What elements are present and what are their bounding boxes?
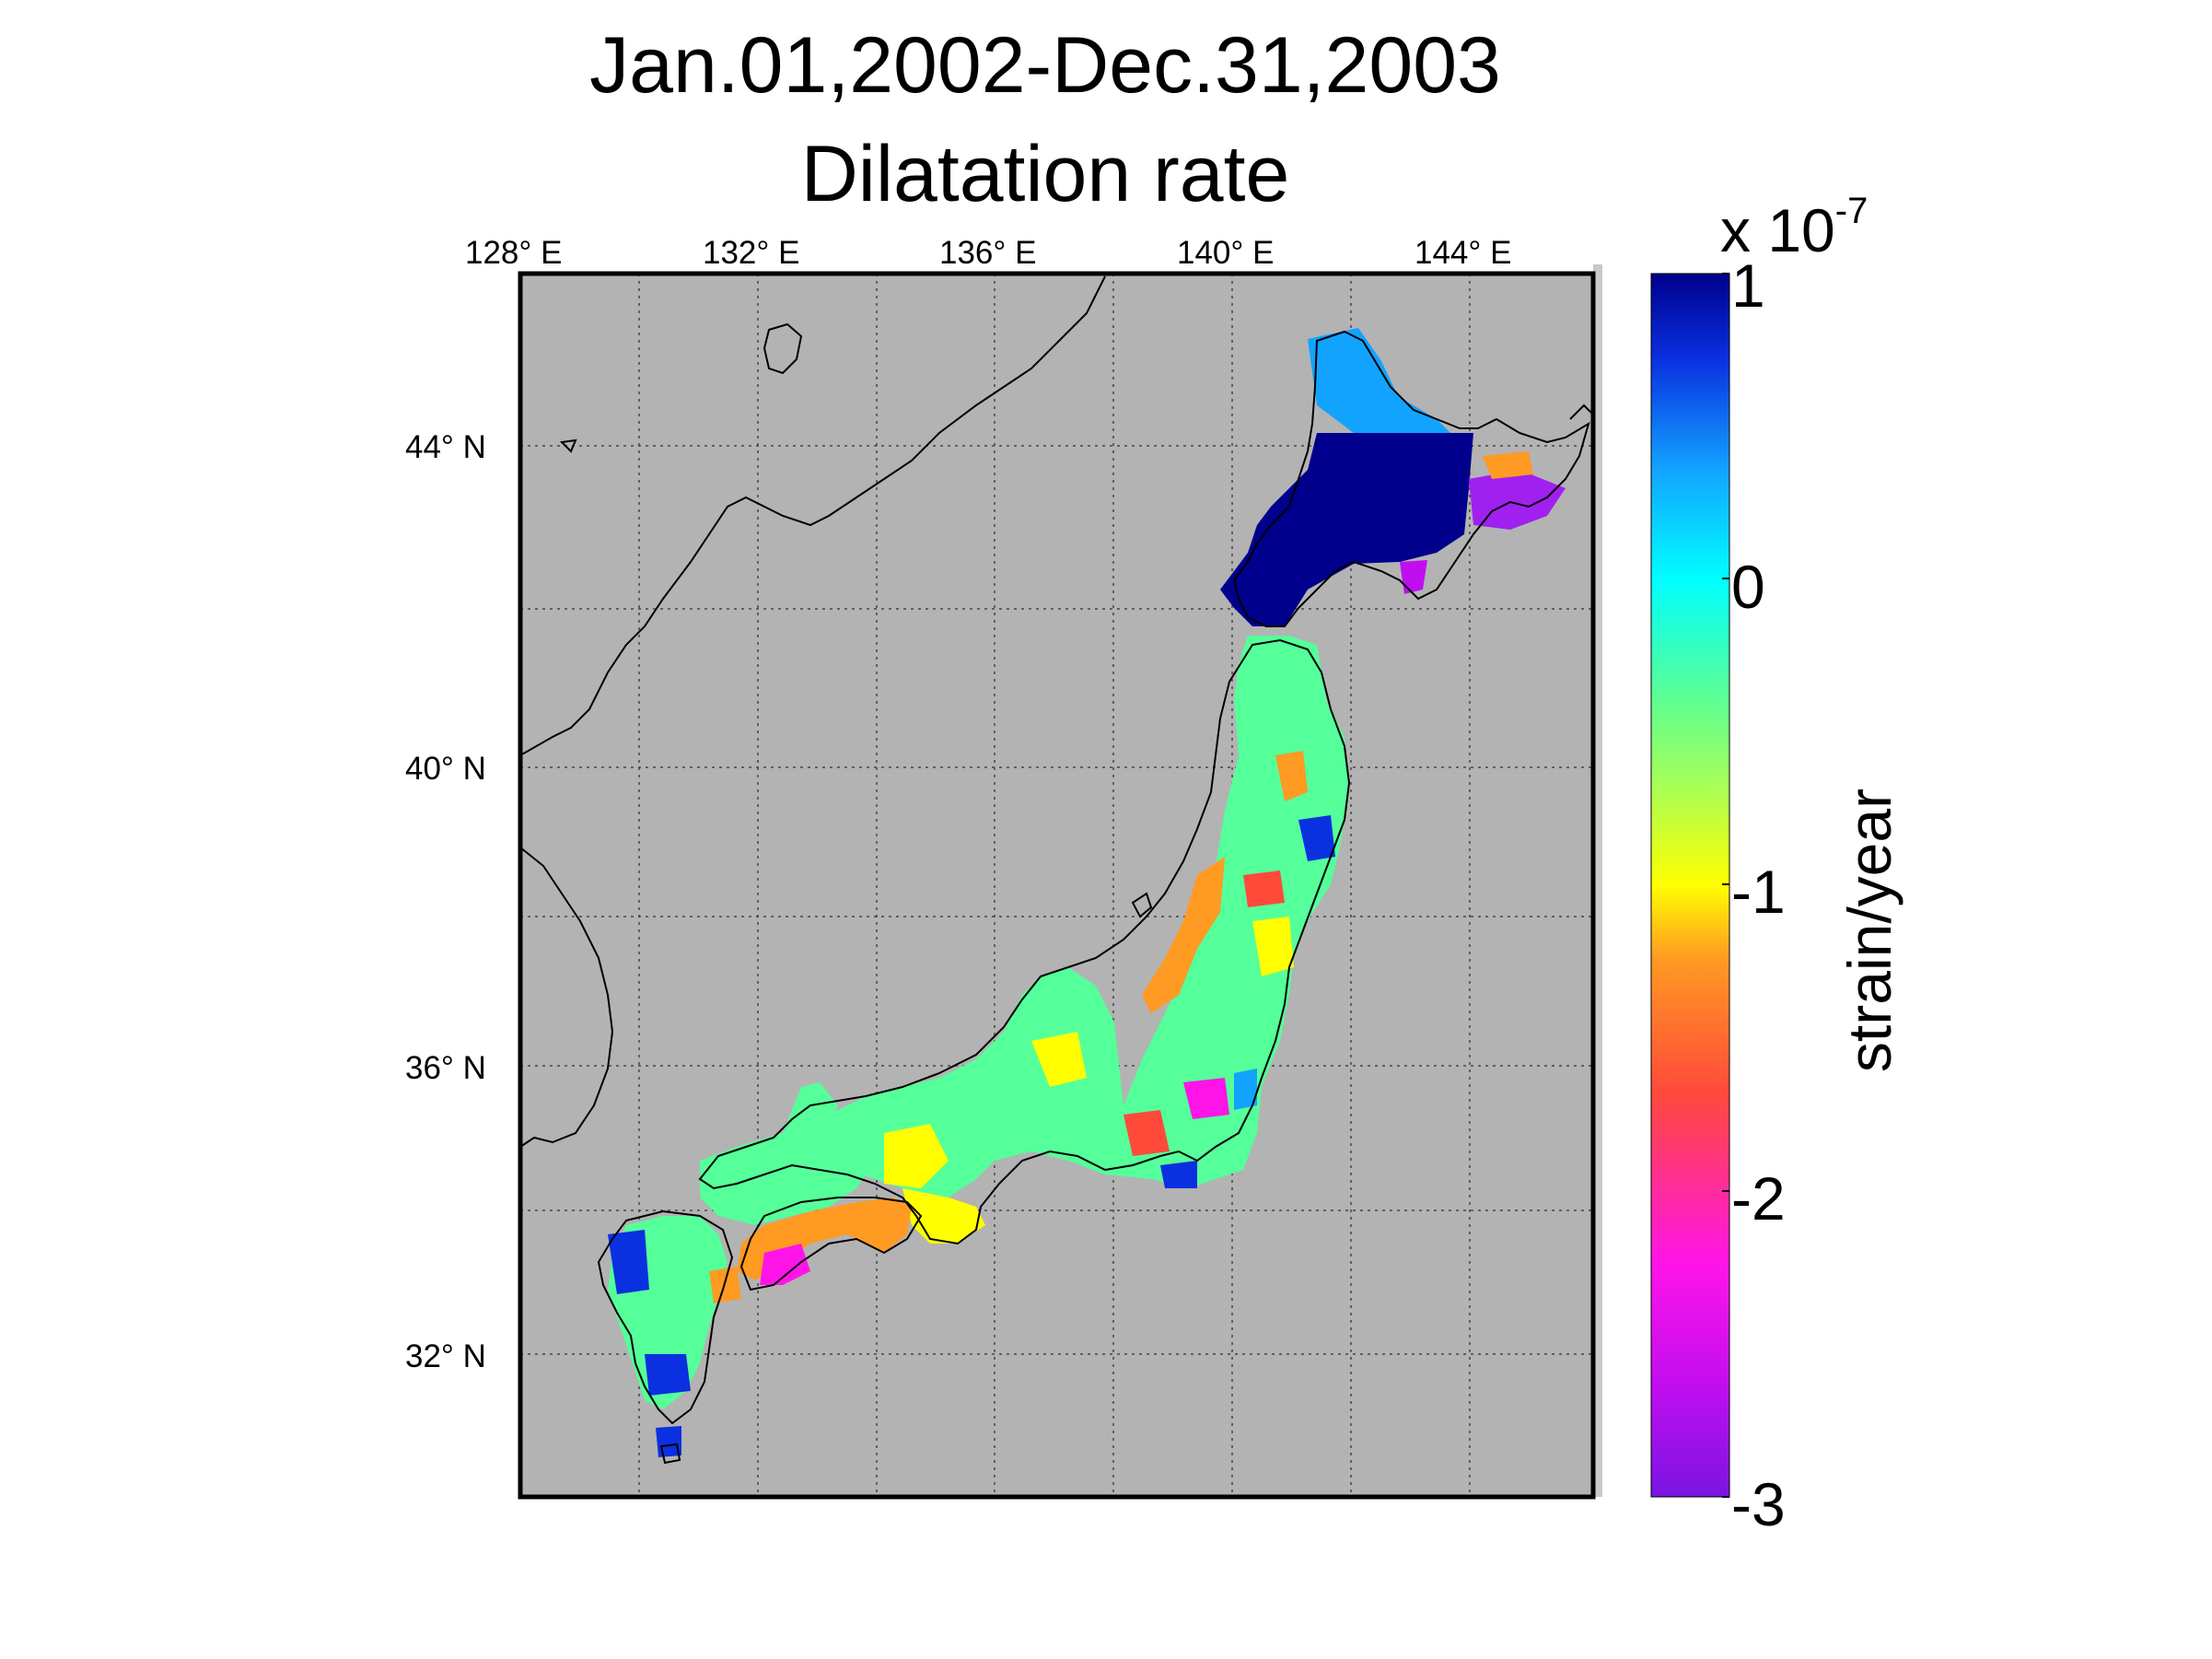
lat-label-44: 44° N [405, 429, 486, 465]
colorbar-tick-minus-2: -2 [1731, 1164, 1786, 1233]
lat-label-32: 32° N [405, 1338, 486, 1374]
coastlines [520, 275, 1593, 1465]
field-hokkaido-south [1400, 560, 1427, 594]
strain-field [608, 328, 1566, 1457]
field-kii [902, 1188, 985, 1244]
field-kyushu-orange [709, 1267, 741, 1303]
map-border [518, 271, 1596, 1500]
coast-hokkaido [1232, 330, 1590, 627]
field-hokkaido-east [1469, 470, 1566, 530]
coast-island-north [763, 322, 803, 375]
field-tohoku-west-orange [1142, 857, 1225, 1013]
lon-label-136: 136° E [939, 235, 1037, 271]
field-shikoku-magenta [760, 1244, 810, 1285]
field-kyushu-west-blue [608, 1230, 649, 1294]
field-tohoku-orange-patch [1275, 751, 1308, 801]
title-line-1: Jan.01,2002-Dec.31,2003 [589, 21, 1501, 110]
field-kanto-lightblue [1234, 1069, 1257, 1110]
field-hokkaido-east-top [1483, 451, 1533, 479]
field-tohoku-blue [1298, 815, 1335, 861]
colorbar-tick-minus-3: -3 [1731, 1470, 1786, 1538]
colorbar-tick-1: 1 [1731, 251, 1765, 320]
coast-yakushima [659, 1443, 681, 1465]
field-chugoku [700, 1082, 875, 1225]
coast-kyushu [597, 1209, 734, 1425]
coast-sakhalin-tip [1569, 403, 1593, 420]
colorbar-multiplier: x 10-7 [1720, 191, 1869, 264]
colorbar-tick-minus-1: -1 [1731, 858, 1786, 926]
lon-label-128: 128° E [465, 235, 563, 271]
map-frame-shadow-right [1593, 264, 1602, 1497]
field-tohoku-red-patch [1243, 870, 1285, 907]
lat-label-40: 40° N [405, 751, 486, 787]
field-chugoku-yellow [884, 1124, 949, 1188]
lon-label-132: 132° E [703, 235, 800, 271]
coast-shikoku [739, 1197, 923, 1291]
field-kyushu-south-blue [645, 1354, 691, 1396]
lon-label-140: 140° E [1177, 235, 1275, 271]
map-content [520, 274, 1593, 1497]
field-kanto-blue [1160, 1161, 1197, 1188]
colorbar-tick-0: 0 [1731, 553, 1765, 621]
coast-sado [1131, 892, 1153, 918]
field-kanto-red [1123, 1110, 1170, 1156]
field-hokkaido-main [1220, 433, 1473, 626]
field-tohoku-yellow [1252, 917, 1294, 976]
lat-label-36: 36° N [405, 1050, 486, 1086]
colorbar-bar [1651, 274, 1729, 1497]
title-line-2: Dilatation rate [800, 130, 1290, 218]
lon-label-144: 144° E [1415, 235, 1512, 271]
colorbar-unit-label: strain/year [1835, 788, 1903, 1073]
coast-island-islet1 [559, 438, 577, 453]
coast-asia-mainland [520, 275, 1106, 756]
field-kanto-magenta [1183, 1078, 1229, 1119]
coast-honshu [698, 638, 1351, 1245]
colorbar-border [1650, 273, 1730, 1498]
field-hokkaido-north [1308, 328, 1450, 433]
coast-korea [520, 847, 614, 1148]
field-honshu-yellow [1031, 1032, 1087, 1087]
